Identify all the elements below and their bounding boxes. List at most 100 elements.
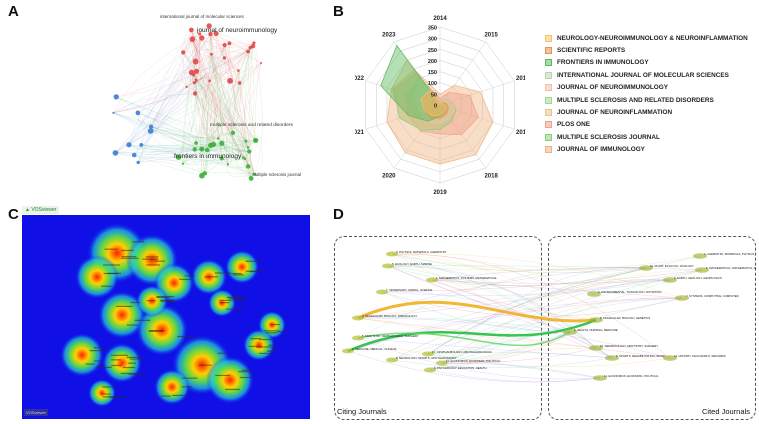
network-edge <box>199 33 249 52</box>
density-term-mark <box>181 377 198 379</box>
cited-journals-label: Cited Journals <box>702 407 750 416</box>
density-term-mark <box>268 344 277 346</box>
dual-map-link <box>391 253 597 321</box>
network-nodes <box>112 23 263 181</box>
network-edge <box>191 72 244 158</box>
network-edge <box>213 46 254 145</box>
network-node <box>222 56 227 60</box>
network-edge <box>178 82 197 158</box>
radar-tick-label: 300 <box>428 37 437 43</box>
network-edge <box>202 47 251 150</box>
network-edge <box>194 82 205 150</box>
dual-map-link <box>381 279 671 296</box>
network-edge <box>138 140 256 163</box>
network-node <box>208 31 213 37</box>
network-edge <box>128 71 197 145</box>
network-edge <box>204 51 249 174</box>
citing-node-label: 6. PSYCHOLOGY, EDUCATION, HEALTH <box>434 366 487 370</box>
radar-axis-labels: 2014 2015 2016 2017 2018 2019 2020 2021 2022 2023 <box>355 16 525 196</box>
radar-series-area <box>422 90 449 119</box>
network-edge <box>224 44 256 141</box>
density-term-mark <box>107 272 122 274</box>
network-node <box>222 42 227 48</box>
network-edge <box>150 130 234 138</box>
network-edge <box>141 144 250 152</box>
network-edge <box>201 143 250 152</box>
dual-map-link <box>387 265 571 333</box>
network-edge <box>194 93 244 158</box>
network-edge <box>204 34 216 174</box>
network-node <box>237 69 240 72</box>
cited-node-label: 10. DERMATOLOGY, DENTISTRY, SURGERY <box>600 344 658 348</box>
network-node <box>181 162 185 165</box>
network-edge <box>239 42 258 84</box>
network-edge <box>224 44 255 175</box>
network-edge <box>195 33 212 55</box>
cited-node <box>563 329 577 335</box>
network-edge <box>178 44 225 158</box>
density-term-mark <box>263 330 280 332</box>
network-edge <box>128 144 214 150</box>
radar-tick-label: 250 <box>428 48 437 54</box>
density-term-mark <box>277 331 290 333</box>
citing-node-label: 7. VETERINARY, ANIMAL, SCIENCE <box>386 288 433 292</box>
network-edge <box>201 37 256 141</box>
network-edge <box>182 25 210 53</box>
vosviewer-badge-label: VOSviewer <box>31 207 57 213</box>
density-term-mark <box>265 332 278 334</box>
network-edge <box>150 130 195 150</box>
cited-node <box>639 265 653 271</box>
cited-node <box>663 277 677 283</box>
dual-map-link <box>431 279 613 359</box>
network-edge <box>128 86 187 145</box>
density-term-mark <box>126 324 139 326</box>
dual-map-link <box>431 279 671 284</box>
density-map: VOSviewer <box>22 215 310 419</box>
network-label-msj: multiple sclerosis journal <box>252 172 301 177</box>
citing-journals-box <box>334 236 542 420</box>
network-edge <box>211 54 256 141</box>
network-edge <box>186 77 240 88</box>
citing-node-label: 3. PHYSICS, MATERIALS, CHEMISTRY <box>396 250 447 254</box>
radar-axis-label: 2015 <box>484 33 498 39</box>
dual-map-link <box>357 317 671 359</box>
citing-node-label: 1. MATHEMATICS, SYSTEMS, MATHEMATICAL <box>436 276 497 280</box>
network-label-ijms: international journal of molecular scien… <box>160 14 245 19</box>
network-node <box>147 128 154 134</box>
dual-map-link <box>441 297 683 364</box>
dual-map-link <box>357 269 703 319</box>
network-edge <box>192 33 211 94</box>
network-edge <box>116 96 249 148</box>
density-term-mark <box>128 373 146 375</box>
dual-map-link <box>391 253 683 299</box>
network-edge <box>191 72 208 151</box>
network-edge <box>210 34 215 145</box>
network-edge <box>182 72 192 164</box>
density-term-mark <box>225 388 241 391</box>
network-edge <box>210 33 240 84</box>
citing-node-label: 10. OPHTHALMOLOGY, OPHTHALMOLOGICA <box>432 350 492 354</box>
network-edge <box>224 44 252 179</box>
network-node <box>189 36 196 43</box>
dual-map-link <box>441 319 597 364</box>
radar-tick-label: 50 <box>431 92 437 98</box>
network-node <box>208 142 214 149</box>
cited-node-label: 14. HISTORY, PHILOSOPHY, RECORDS <box>674 354 726 358</box>
network-edge <box>195 79 247 142</box>
legend-swatch <box>545 71 552 79</box>
network-edge <box>128 61 196 145</box>
network-edge <box>250 46 256 141</box>
network-edge <box>141 144 250 152</box>
network-edge <box>115 93 196 154</box>
dual-map-link <box>427 353 601 379</box>
network-node <box>195 79 198 82</box>
network-edge <box>150 126 219 139</box>
dual-map-link <box>391 269 703 361</box>
network-edge <box>192 39 244 158</box>
cited-node <box>693 253 707 259</box>
density-term-mark <box>110 354 128 356</box>
network-edge <box>210 44 225 146</box>
network-edge <box>247 51 252 179</box>
network-edge <box>183 52 256 141</box>
dual-map-link <box>357 337 613 359</box>
